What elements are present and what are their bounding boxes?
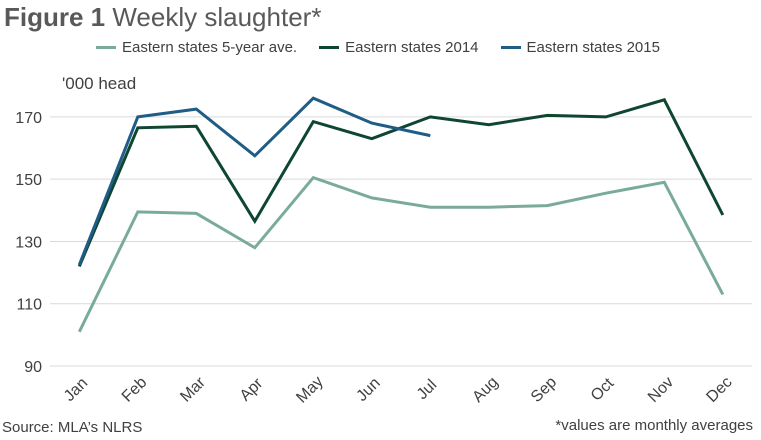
- x-tick-label-sep: Sep: [528, 374, 560, 406]
- x-tick-label-apr: Apr: [237, 375, 267, 405]
- legend: Eastern states 5-year ave. Eastern state…: [96, 39, 660, 56]
- figure-number: Figure 1: [4, 2, 106, 32]
- footnote: *values are monthly averages: [555, 417, 753, 434]
- legend-swatch-2014: [319, 46, 340, 49]
- x-tick-label-jul: Jul: [414, 377, 440, 403]
- y-tick-label-130: 130: [15, 234, 42, 251]
- legend-swatch-5yr: [96, 46, 116, 49]
- x-tick-label-nov: Nov: [645, 374, 677, 406]
- source-note: Source: MLA’s NLRS: [2, 419, 143, 436]
- x-tick-label-oct: Oct: [588, 375, 618, 405]
- legend-label-5yr: Eastern states 5-year ave.: [122, 39, 298, 56]
- x-tick-label-dec: Dec: [703, 374, 735, 406]
- y-tick-label-170: 170: [15, 110, 42, 127]
- y-tick-label-110: 110: [16, 297, 42, 314]
- y-tick-label-90: 90: [24, 359, 42, 376]
- legend-item-5yr: Eastern states 5-year ave.: [96, 39, 297, 56]
- series-line-1: [77, 98, 725, 267]
- x-tick-label-jan: Jan: [61, 375, 91, 405]
- x-tick-label-mar: Mar: [177, 374, 209, 406]
- x-tick-label-jun: Jun: [353, 375, 383, 405]
- x-tick-label-feb: Feb: [119, 374, 151, 406]
- series-line-0: [77, 175, 725, 333]
- figure-caption: Weekly slaughter*: [105, 2, 322, 32]
- legend-item-2014: Eastern states 2014: [319, 39, 479, 56]
- legend-label-2015: Eastern states 2015: [526, 39, 660, 56]
- legend-label-2014: Eastern states 2014: [345, 39, 479, 56]
- legend-item-2015: Eastern states 2015: [500, 39, 660, 56]
- y-axis-unit-label: '000 head: [62, 74, 137, 93]
- x-tick-label-may: May: [293, 373, 326, 406]
- y-tick-label-150: 150: [15, 172, 42, 189]
- legend-swatch-2015: [500, 46, 521, 49]
- x-tick-label-aug: Aug: [469, 374, 501, 406]
- chart-title: Figure 1 Weekly slaughter*: [4, 2, 321, 33]
- series-line-2: [77, 96, 431, 266]
